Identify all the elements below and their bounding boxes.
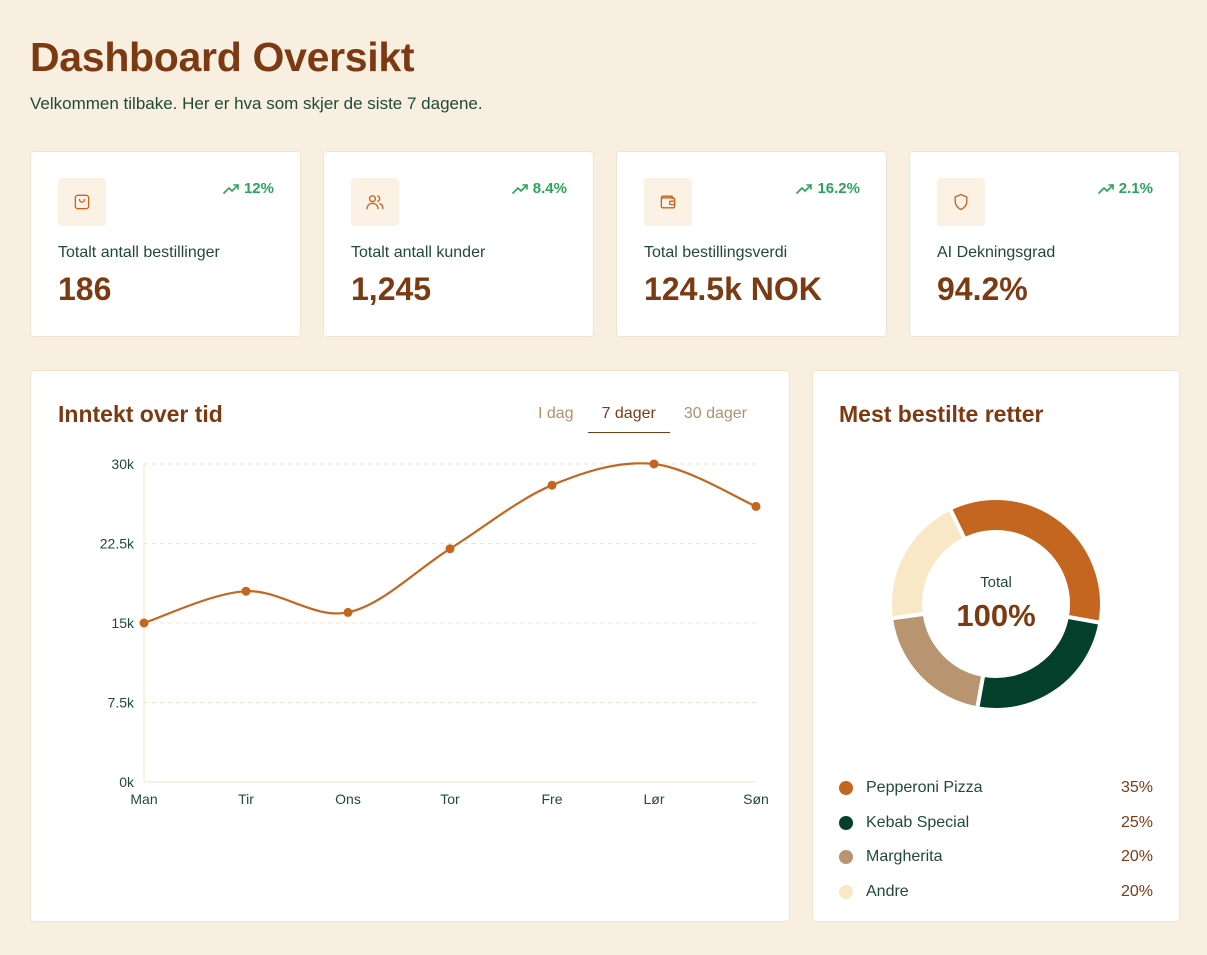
users-icon [351,178,399,226]
data-point [547,480,557,490]
page-title: Dashboard Oversikt [30,34,415,80]
page-subtitle: Velkommen tilbake. Her er hva som skjer … [30,94,483,113]
y-tick-label: 7.5k [108,695,135,711]
stat-value: 124.5k NOK [644,271,822,307]
legend-item: Kebab Special 25% [839,806,1153,841]
stat-value: 186 [58,271,112,307]
stat-label: AI Dekningsgrad [937,244,1056,261]
data-point [445,544,455,554]
legend-color-dot [839,815,853,830]
x-tick-label: Søn [743,791,769,807]
x-tick-label: Lør [644,791,665,807]
legend-name: Margherita [866,848,943,866]
trend-up-icon [1097,183,1114,194]
stat-label: Total bestillingsverdi [644,244,788,261]
data-point [139,618,149,628]
data-point [649,459,659,469]
data-point [343,607,353,617]
legend-color-dot [839,781,853,796]
stat-card-orders: 12% Totalt antall bestillinger 186 [30,151,301,337]
donut-slice-pepperoni [947,496,1104,626]
legend-percent: 20% [1120,882,1153,900]
legend-name: Kebab Special [866,813,970,831]
y-tick-label: 0k [119,774,135,790]
x-tick-label: Tir [238,791,254,807]
data-point [751,501,761,511]
donut-center-label: Total [980,574,1012,591]
legend-item: Andre 20% [839,875,1153,910]
legend-item: Margherita 20% [839,840,1153,875]
data-point [241,586,251,596]
top-dishes-donut-chart: Total 100% [888,496,1104,712]
stat-value: 1,245 [351,271,432,307]
y-tick-label: 30k [111,456,135,472]
trend-up-icon [223,183,239,194]
donut-slice-andre [888,505,968,621]
stat-value: 94.2% [937,271,1028,307]
legend-color-dot [839,850,853,865]
tab-30-days[interactable]: 30 dager [683,405,747,422]
shopping-bag-icon [58,178,106,226]
trend-badge: 8.4% [511,180,567,197]
revenue-line-chart: 0k 7.5k 15k 22.5k 30k Man Tir Ons Tor Fre Lør Søn [100,456,769,807]
legend-percent: 35% [1120,779,1153,797]
x-tick-label: Ons [335,791,361,807]
stat-card-customers: 8.4% Totalt antall kunder 1,245 [323,151,594,337]
y-tick-label: 22.5k [100,536,135,552]
legend-percent: 20% [1120,848,1153,866]
tab-today[interactable]: I dag [537,405,574,422]
legend-name: Pepperoni Pizza [866,779,983,797]
dishes-legend: Pepperoni Pizza 35% Kebab Special 25% Ma… [839,771,1153,909]
revenue-chart-title: Inntekt over tid [58,401,223,427]
donut-center-value: 100% [956,598,1035,633]
x-tick-label: Fre [542,791,563,807]
time-range-tabs: I dag 7 dager 30 dager [524,396,761,433]
trend-up-icon [796,183,813,194]
revenue-chart-card: 0k 7.5k 15k 22.5k 30k Man Tir Ons Tor Fre Lør Søn I… [30,370,790,922]
stat-card-ai-coverage: 2.1% AI Dekningsgrad 94.2% [909,151,1180,337]
trend-up-icon [511,183,528,194]
legend-name: Andre [866,882,909,900]
stat-card-order-value: 16.2% Total bestillingsverdi 124.5k NOK [616,151,887,337]
shield-icon [937,178,985,226]
stat-label: Totalt antall kunder [351,244,486,261]
legend-color-dot [839,884,853,899]
top-dishes-title: Mest bestilte retter [839,401,1044,427]
tab-7-days[interactable]: 7 dager [587,396,670,433]
trend-badge: 12% [223,180,274,197]
x-tick-label: Tor [440,791,460,807]
legend-percent: 25% [1120,813,1153,831]
x-tick-label: Man [130,791,157,807]
stat-label: Totalt antall bestillinger [58,244,220,261]
y-tick-label: 15k [111,615,135,631]
legend-item: Pepperoni Pizza 35% [839,771,1153,806]
trend-badge: 16.2% [796,180,860,197]
wallet-icon [644,178,692,226]
trend-badge: 2.1% [1097,180,1153,197]
top-dishes-card: Total 100% Mest bestilte retter Pepperoni… [812,370,1180,922]
